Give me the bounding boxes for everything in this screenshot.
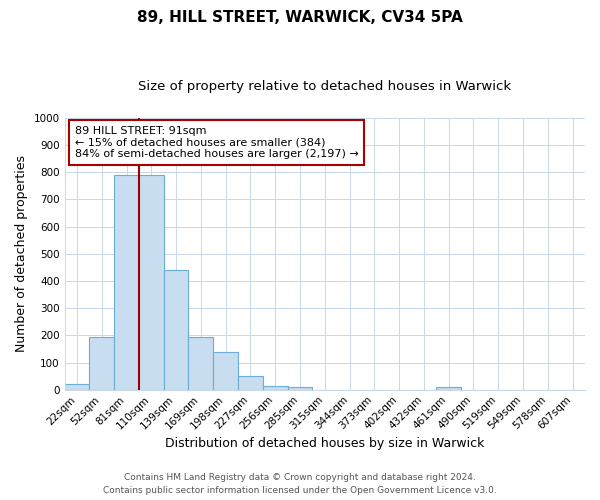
Bar <box>89 336 114 390</box>
Bar <box>263 386 287 390</box>
Bar <box>114 175 139 390</box>
Bar <box>436 387 461 390</box>
Text: 89, HILL STREET, WARWICK, CV34 5PA: 89, HILL STREET, WARWICK, CV34 5PA <box>137 10 463 25</box>
Bar <box>287 387 313 390</box>
Bar <box>213 352 238 390</box>
Bar <box>188 336 213 390</box>
Bar <box>65 384 89 390</box>
Title: Size of property relative to detached houses in Warwick: Size of property relative to detached ho… <box>138 80 511 93</box>
Text: 89 HILL STREET: 91sqm
← 15% of detached houses are smaller (384)
84% of semi-det: 89 HILL STREET: 91sqm ← 15% of detached … <box>75 126 359 159</box>
Y-axis label: Number of detached properties: Number of detached properties <box>15 156 28 352</box>
Bar <box>139 175 164 390</box>
Bar <box>238 376 263 390</box>
Text: Contains HM Land Registry data © Crown copyright and database right 2024.
Contai: Contains HM Land Registry data © Crown c… <box>103 474 497 495</box>
Bar <box>164 270 188 390</box>
X-axis label: Distribution of detached houses by size in Warwick: Distribution of detached houses by size … <box>165 437 484 450</box>
